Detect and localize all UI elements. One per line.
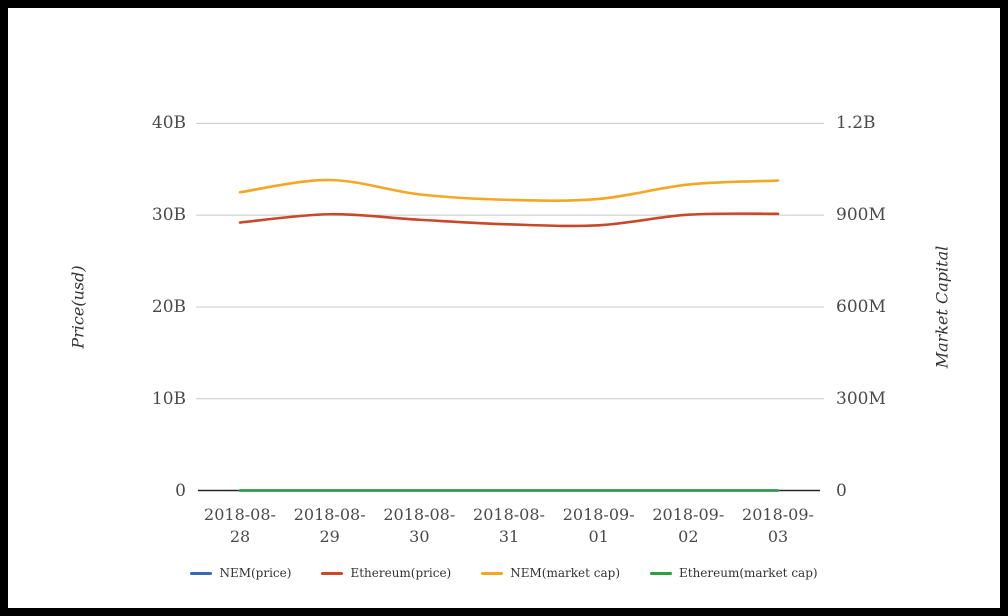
- price-axis-tick: 30B: [151, 205, 186, 226]
- legend-label: NEM(price): [219, 566, 292, 580]
- chart-canvas: [196, 122, 824, 492]
- x-axis-label: 2018-09- 02: [652, 505, 725, 546]
- legend-item-ethereum-price-: Ethereum(price): [321, 566, 451, 580]
- x-axis-label: 2018-08- 31: [473, 505, 545, 546]
- x-axis-label: 2018-09- 01: [562, 505, 635, 546]
- price-axis-title: Price(usd): [68, 265, 88, 349]
- legend-label: Ethereum(price): [350, 566, 452, 580]
- legend-swatch-icon: [321, 571, 344, 575]
- market-capital-axis-tick: 900M: [836, 205, 886, 226]
- market-capital-axis-tick: 0: [836, 480, 847, 501]
- line-series-nem-market-cap-: [238, 178, 780, 202]
- line-series-ethereum-price-: [238, 212, 780, 228]
- x-axis-label: 2018-09- 03: [742, 505, 814, 546]
- market-capital-axis-tick: 1.2B: [836, 113, 876, 134]
- legend-label: Ethereum(market cap): [679, 566, 818, 580]
- price-axis-tick: 10B: [151, 388, 186, 409]
- market-capital-axis-title: Market Capital: [932, 245, 952, 369]
- price-axis-tick: 0: [175, 480, 186, 501]
- x-axis-label: 2018-08- 30: [383, 505, 456, 546]
- price-axis-tick: 40B: [151, 113, 186, 134]
- x-axis-label: 2018-08- 29: [293, 505, 366, 546]
- price-axis-tick: 20B: [151, 296, 186, 317]
- market-capital-axis-tick: 300M: [836, 388, 886, 409]
- legend-swatch-icon: [650, 571, 672, 575]
- x-axis-label: 2018-08- 28: [204, 505, 276, 546]
- legend-item-nem-market-cap-: NEM(market cap): [481, 566, 620, 580]
- legend-item-ethereum-market-cap-: Ethereum(market cap): [650, 566, 818, 580]
- legend-item-nem-price-: NEM(price): [190, 566, 291, 580]
- legend-swatch-icon: [190, 571, 213, 575]
- market-capital-axis-tick: 600M: [836, 296, 886, 317]
- legend-swatch-icon: [481, 571, 504, 575]
- legend: NEM(price) Ethereum(price) NEM(market cap)…: [8, 566, 1000, 580]
- chart-area: Price(usd) Market Capital 0 10B 20B 30B 40B 0…: [8, 8, 1000, 608]
- legend-label: NEM(market cap): [510, 566, 620, 580]
